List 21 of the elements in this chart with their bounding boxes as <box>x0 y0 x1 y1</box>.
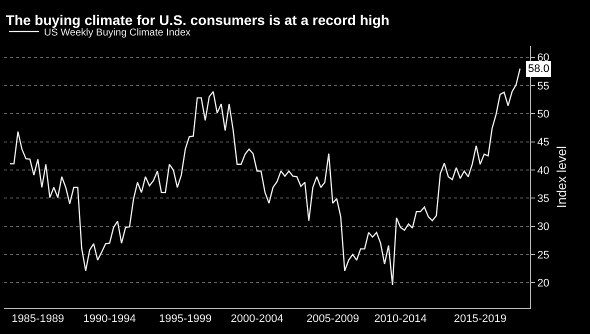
annotation: 58.0 <box>528 63 550 75</box>
x-tick-label: 1990-1994 <box>83 313 136 326</box>
line-series <box>9 68 521 286</box>
y-tick-label: 55 <box>537 80 550 92</box>
x-tick-label: 2015-2019 <box>454 313 506 326</box>
y-tick-label: 20 <box>537 278 550 290</box>
y-tick-label: 40 <box>537 164 550 177</box>
y-tick-label: 30 <box>537 221 550 234</box>
x-tick-label: 2010-2014 <box>374 313 427 326</box>
y-axis-title: Index level <box>554 146 570 208</box>
x-tick-label: 1985-1989 <box>12 313 64 326</box>
x-tick-label: 2000-2004 <box>230 313 284 326</box>
y-tick-label: 35 <box>537 192 550 205</box>
y-tick-label: 60 <box>537 52 550 64</box>
legend-label: US Weekly Buying Climate Index <box>44 27 191 38</box>
y-tick-label: 50 <box>537 108 550 120</box>
chart-title: The buying climate for U.S. consumers is at a record high <box>6 12 390 28</box>
x-tick-label: 2005-2009 <box>306 313 360 326</box>
y-tick-label: 25 <box>537 249 550 262</box>
y-tick-label: 45 <box>537 136 550 149</box>
x-tick-label: 1995-1999 <box>159 313 212 326</box>
